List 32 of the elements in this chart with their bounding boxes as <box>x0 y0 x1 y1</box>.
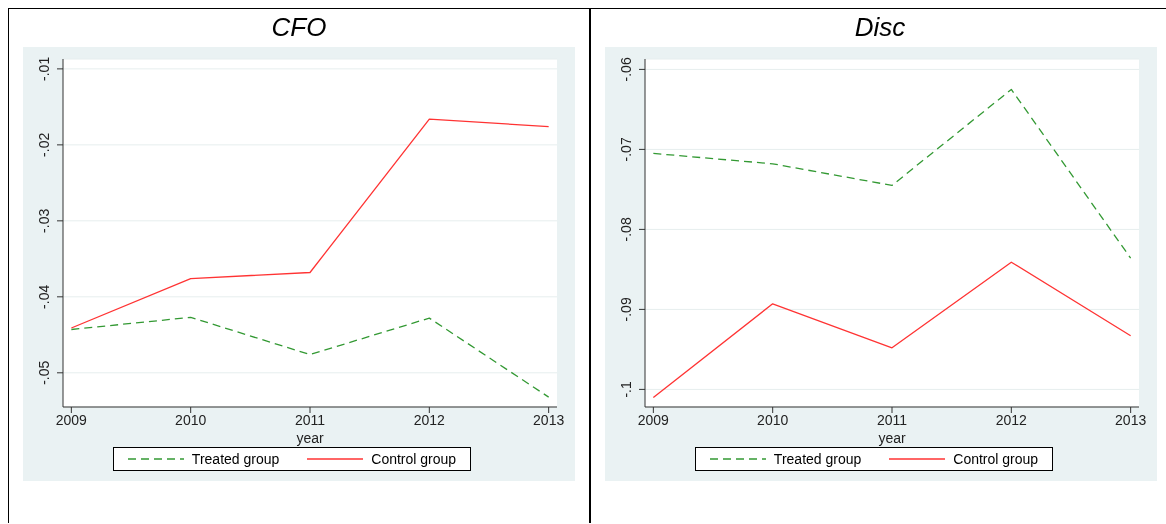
chart-title: CFO <box>270 11 328 44</box>
y-tick-label: -.01 <box>36 56 52 81</box>
x-tick-label: 2012 <box>995 411 1028 428</box>
y-tick-label: -.07 <box>618 137 634 162</box>
legend-label: Control group <box>371 451 457 467</box>
x-tick-label: 2013 <box>533 411 565 428</box>
y-tick-label: -.06 <box>618 57 634 82</box>
y-tick-label: -.03 <box>36 208 52 233</box>
x-tick-label: 2010 <box>175 411 207 428</box>
x-tick-label: 2009 <box>55 411 88 428</box>
y-tick-label: -.1 <box>618 381 634 398</box>
x-tick-label: 2009 <box>637 411 670 428</box>
legend-label: Control group <box>953 451 1039 467</box>
x-tick-label: 2011 <box>294 411 326 428</box>
x-axis-title: year <box>296 430 324 446</box>
x-tick-label: 2010 <box>757 411 789 428</box>
y-tick-label: -.04 <box>36 284 52 309</box>
legend-label: Treated group <box>773 451 862 467</box>
y-tick-label: -.09 <box>618 297 634 322</box>
legend-label: Treated group <box>191 451 280 467</box>
x-tick-label: 2011 <box>876 411 908 428</box>
line-series <box>70 118 550 329</box>
line-series <box>652 261 1132 399</box>
x-tick-label: 2013 <box>1115 411 1147 428</box>
y-tick-label: -.02 <box>36 132 52 157</box>
x-axis-title: year <box>878 430 906 446</box>
y-tick-label: -.08 <box>618 217 634 242</box>
line-series <box>70 316 550 398</box>
chart-title: Disc <box>853 11 907 44</box>
line-series <box>652 88 1132 259</box>
x-tick-label: 2012 <box>413 411 446 428</box>
y-tick-label: -.05 <box>36 360 52 385</box>
